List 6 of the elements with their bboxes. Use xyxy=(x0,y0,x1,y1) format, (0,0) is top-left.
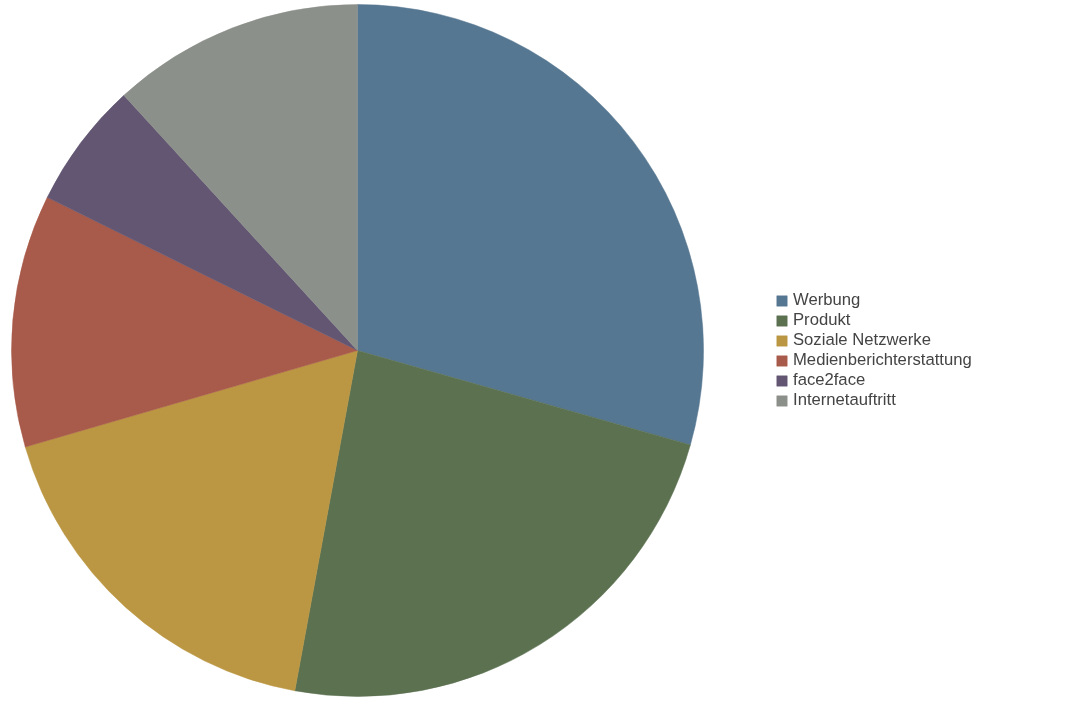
legend-label: Internetauftritt xyxy=(793,390,896,410)
legend-label: face2face xyxy=(793,370,866,390)
legend-label: Medienberichterstattung xyxy=(793,350,972,370)
legend-label: Produkt xyxy=(793,310,851,330)
legend-label: Soziale Netzwerke xyxy=(793,330,931,350)
legend-label: Werbung xyxy=(793,290,861,310)
